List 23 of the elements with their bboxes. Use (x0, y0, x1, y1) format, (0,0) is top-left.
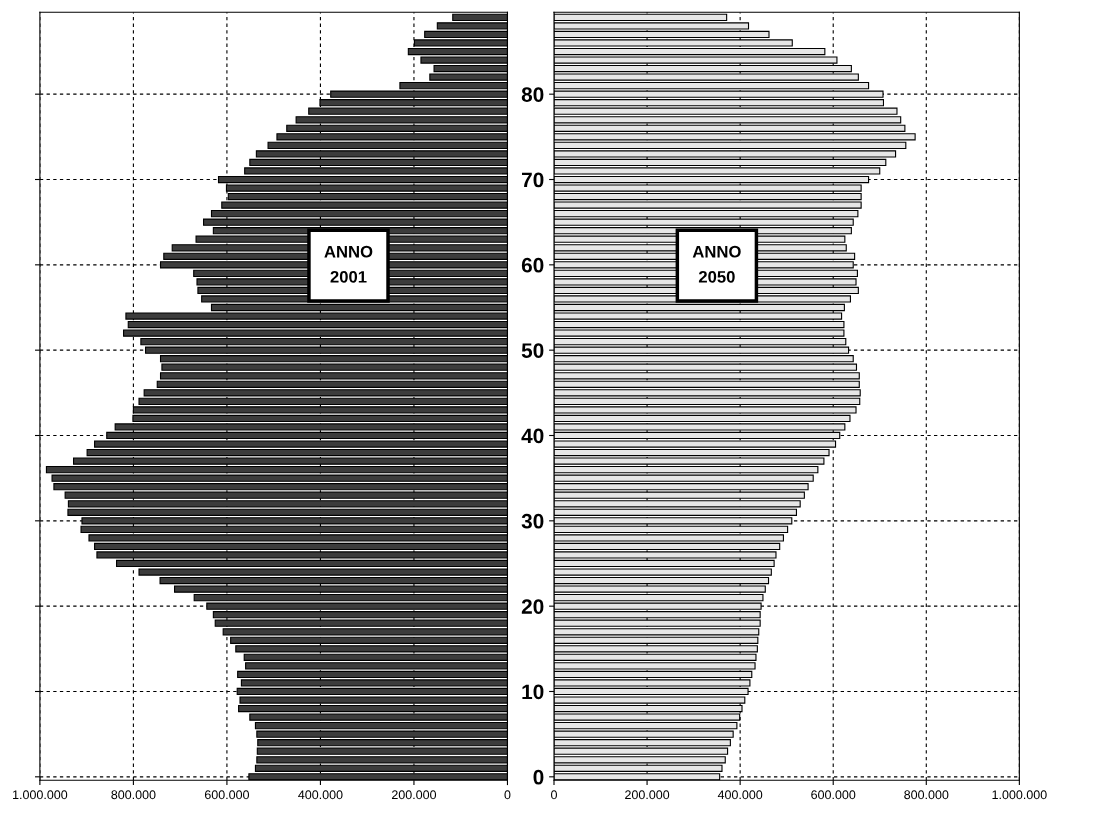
y-tick-label: 50 (521, 343, 544, 358)
y-tick-label: 0 (533, 769, 544, 785)
x-tick-label: 400.000 (298, 790, 343, 800)
x-tick-label: 400.000 (717, 790, 763, 800)
annotation: ANNO 2050 (692, 245, 741, 283)
x-tick-label: 1.000.000 (13, 790, 68, 800)
x-tick-label: 200.000 (391, 790, 437, 800)
y-tick-label: 70 (522, 172, 544, 188)
y-tick-label: 80 (521, 87, 544, 102)
y-tick-label: 30 (521, 513, 544, 529)
x-tick-label: 600.000 (204, 790, 250, 800)
annotation: ANNO 2001 (324, 245, 373, 283)
x-tick-label: 600.000 (811, 790, 856, 800)
y-tick-label: 60 (521, 257, 544, 273)
y-tick-label: 10 (522, 684, 544, 700)
y-tick-label: 20 (521, 599, 544, 614)
x-tick-label: 200.000 (625, 790, 670, 800)
y-tick-label: 40 (521, 428, 544, 444)
x-tick-label: 800.000 (904, 790, 949, 800)
x-tick-label: 0 (551, 790, 557, 800)
x-tick-label: 0 (504, 790, 511, 800)
x-tick-label: 1.000.000 (992, 790, 1047, 800)
x-tick-label: 800.000 (111, 790, 156, 800)
